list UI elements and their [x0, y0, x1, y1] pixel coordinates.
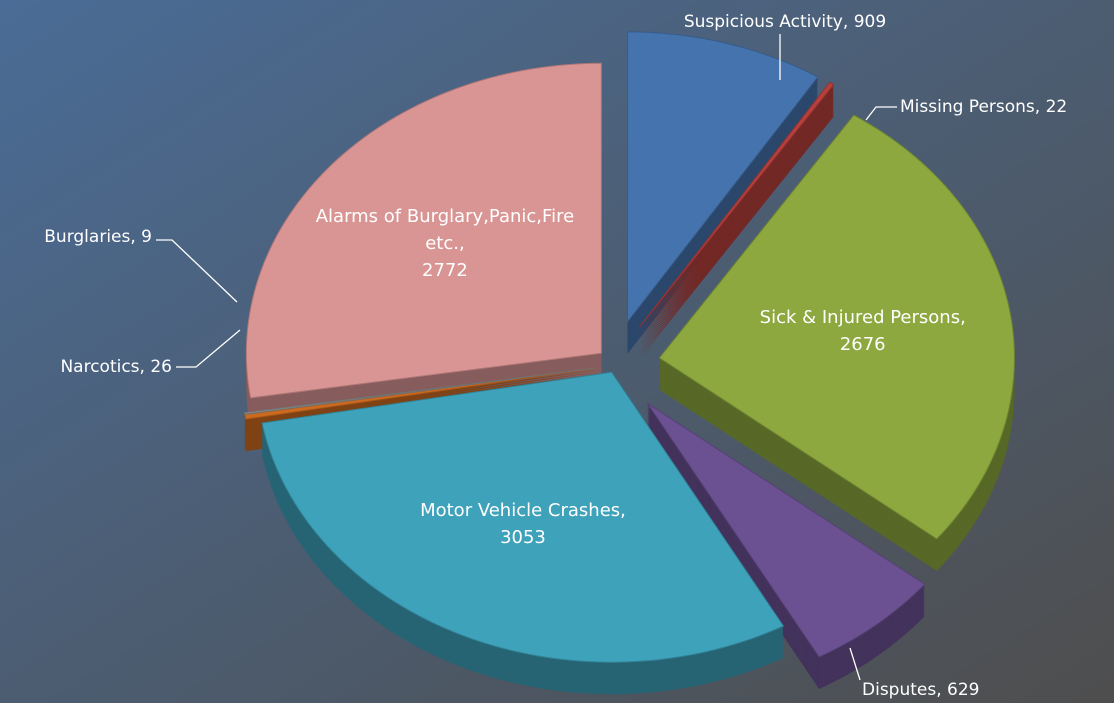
- data-label: Sick & Injured Persons, 2676: [733, 286, 993, 376]
- label-separator: ,: [843, 12, 854, 32]
- slice: [627, 31, 819, 324]
- slice-side: [639, 86, 834, 332]
- label-value: 22: [1046, 97, 1068, 117]
- leader-line: [849, 647, 861, 681]
- label-separator: ,: [130, 227, 141, 247]
- label-separator: ,: [620, 500, 626, 522]
- label-separator: ,: [458, 233, 465, 255]
- slice-side: [639, 104, 834, 350]
- leader-line: [865, 106, 897, 121]
- label-name: Disputes: [862, 680, 936, 700]
- slice-side: [639, 100, 834, 346]
- data-label: Alarms of Burglary,Panic,Fire etc., 2772: [315, 199, 575, 289]
- label-separator: ,: [960, 307, 966, 329]
- label-name: Motor Vehicle Crashes: [420, 500, 621, 522]
- slice-side: [639, 110, 834, 356]
- slice-side: [639, 88, 834, 334]
- data-label: Suspicious Activity, 909: [684, 12, 886, 32]
- slice: [658, 114, 1015, 540]
- label-value: 909: [854, 12, 886, 32]
- label-value: 26: [150, 357, 172, 377]
- labels: Suspicious Activity, 909 Missing Persons,…: [44, 12, 1067, 700]
- leader-line: [156, 239, 238, 303]
- label-value: 9: [141, 227, 152, 247]
- label-separator: ,: [936, 680, 947, 700]
- data-label: Burglaries, 9: [44, 227, 152, 247]
- slice-side: [639, 96, 834, 342]
- label-name: Suspicious Activity: [684, 12, 843, 32]
- slice: [638, 81, 835, 328]
- label-separator: ,: [1035, 97, 1046, 117]
- data-label: Disputes, 629: [862, 680, 979, 700]
- data-label-text: Alarms of Burglary,Panic,Fire etc., 2772: [315, 199, 575, 289]
- slice-side: [639, 106, 834, 352]
- slice: [243, 367, 596, 415]
- slice-side: [639, 90, 834, 336]
- slice-side: [639, 94, 834, 340]
- slice: [245, 62, 602, 399]
- leader-line: [176, 329, 241, 368]
- slice-side: [244, 372, 596, 424]
- data-label-text: Sick & Injured Persons, 2676: [733, 286, 993, 376]
- label-name: Sick & Injured Persons: [759, 307, 961, 329]
- label-name: Alarms of Burglary,Panic,Fire etc.: [315, 206, 575, 255]
- data-label: Motor Vehicle Crashes, 3053: [393, 479, 653, 569]
- label-value: 629: [947, 680, 979, 700]
- label-value: 2676: [839, 334, 886, 356]
- slice-side: [639, 108, 834, 354]
- label-value: 3053: [500, 527, 546, 549]
- slice-side: [639, 114, 834, 360]
- label-name: Missing Persons: [900, 97, 1035, 117]
- data-label: Missing Persons, 22: [900, 97, 1067, 117]
- slice: [261, 371, 785, 663]
- slice-tops: [243, 31, 1015, 663]
- slice-side: [639, 102, 834, 348]
- slice-side: [639, 112, 834, 358]
- slice-side: [639, 98, 834, 344]
- label-value: 2772: [422, 260, 468, 282]
- label-name: Narcotics: [60, 357, 139, 377]
- label-name: Burglaries: [44, 227, 130, 247]
- slice: [646, 402, 926, 658]
- label-separator: ,: [140, 357, 151, 377]
- data-label: Narcotics, 26: [60, 357, 172, 377]
- data-label-text: Motor Vehicle Crashes, 3053: [393, 479, 653, 569]
- slice-side: [639, 92, 834, 338]
- slice-side: [244, 370, 596, 422]
